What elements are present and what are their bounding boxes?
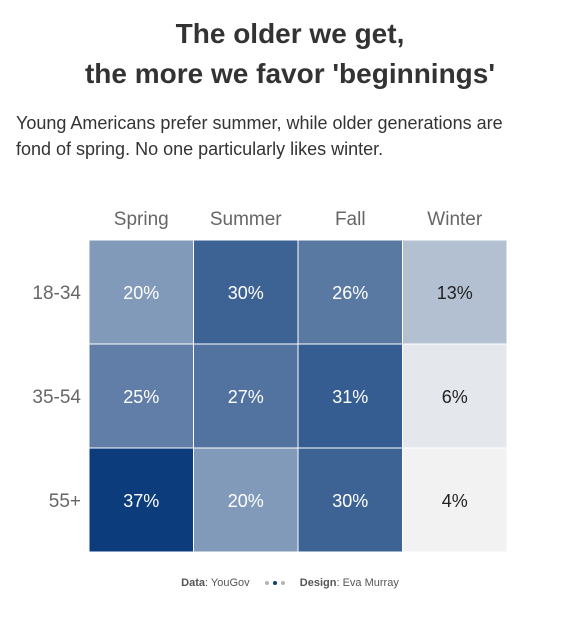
column-label-fall: Fall (335, 209, 366, 230)
column-label-spring: Spring (114, 209, 169, 230)
heatmap-cell-35-54-summer (193, 343, 299, 449)
row-label-35-54: 35-54 (32, 387, 81, 408)
footer-data-source: YouGov (210, 577, 250, 589)
footer-dot-3 (280, 581, 285, 586)
footer: Data: YouGov Design: Eva Murray (0, 577, 580, 589)
column-label-winter: Winter (427, 209, 483, 230)
footer-dot-2 (272, 581, 277, 586)
footer-dots (263, 581, 287, 586)
row-label-18-34: 18-34 (32, 283, 81, 304)
footer-design-label: Design (299, 577, 337, 589)
heatmap-value-55--winter: 4% (442, 491, 468, 511)
heatmap-value-55--summer: 20% (228, 491, 264, 511)
heatmap-value-18-34-fall: 26% (332, 283, 368, 303)
heatmap-cell-55--summer (193, 447, 299, 553)
footer-design-credit: Eva Murray (342, 577, 399, 589)
chart-title-line-1: The older we get, (175, 18, 405, 49)
chart-subtitle-line-2: fond of spring. No one particularly like… (16, 139, 384, 159)
heatmap-value-55--fall: 30% (332, 491, 368, 511)
heatmap-cell-35-54-spring (88, 343, 194, 449)
chart-subtitle-line-1: Young Americans prefer summer, while old… (16, 113, 503, 133)
heatmap-cell-18-34-winter (402, 239, 508, 345)
footer-colon-2: : (336, 577, 343, 589)
heatmap-value-18-34-summer: 30% (228, 283, 264, 303)
heatmap-cell-18-34-summer (193, 239, 299, 345)
heatmap-value-35-54-winter: 6% (442, 387, 468, 407)
heatmap-cell-55--spring (88, 447, 194, 553)
heatmap-cell-35-54-winter (402, 343, 508, 449)
chart-title-line-2: the more we favor 'beginnings' (84, 58, 496, 89)
row-label-55-: 55+ (49, 491, 81, 512)
footer-dot-1 (264, 581, 269, 586)
heatmap-value-55--spring: 37% (123, 491, 159, 511)
footer-colon-1: : (204, 577, 211, 589)
heatmap-cell-55--winter (402, 447, 508, 553)
heatmap-value-18-34-spring: 20% (123, 283, 159, 303)
heatmap-cell-18-34-fall (297, 239, 403, 345)
heatmap-value-18-34-winter: 13% (437, 283, 473, 303)
heatmap-value-35-54-summer: 27% (228, 387, 264, 407)
footer-data-label: Data (181, 577, 205, 589)
heatmap-value-35-54-spring: 25% (123, 387, 159, 407)
column-label-summer: Summer (210, 209, 282, 230)
heatmap-value-35-54-fall: 31% (332, 387, 368, 407)
